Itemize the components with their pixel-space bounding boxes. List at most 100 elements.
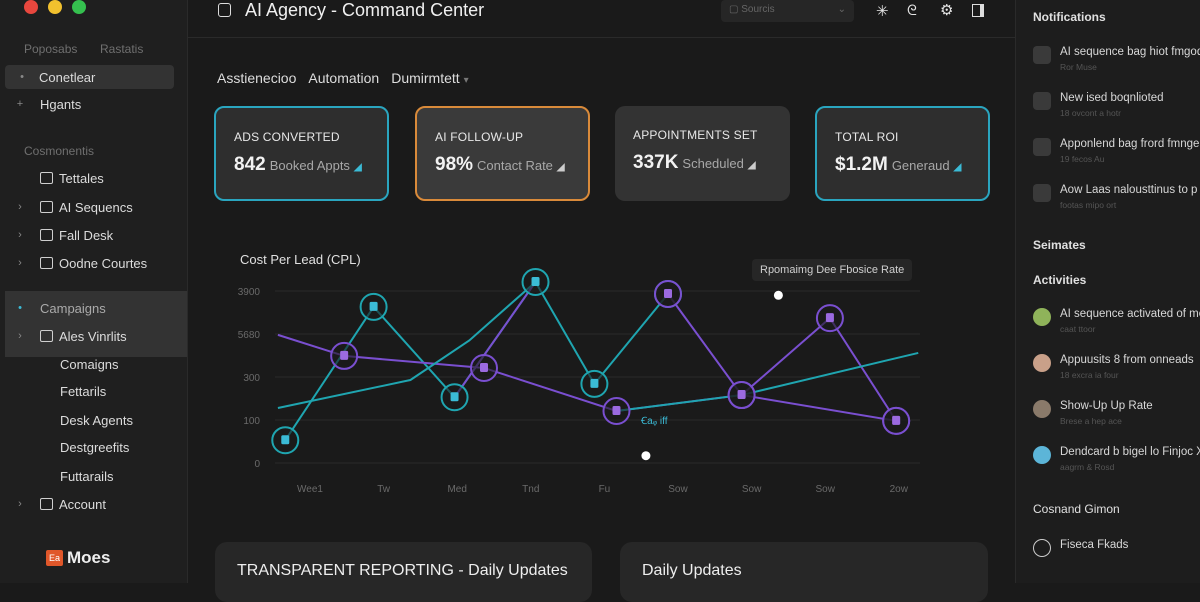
x-tick-label: Tw [377, 484, 391, 495]
cpl-chart: 0 100 300 5680 3900 Wee1 Tw Med Tnd Fu Sow Sow Sow 2o… [238, 267, 920, 495]
activity-text: Dendcard b bigel lo Finjoc X [1060, 446, 1200, 458]
sidebar-item[interactable]: Tettales [0, 166, 188, 190]
notification-item[interactable]: Apponlend bag frord fmnge 19 fecos Au [1033, 136, 1200, 168]
subnav-item[interactable]: Automation [308, 70, 380, 86]
metric-card[interactable]: ADS CONVERTED 842 Booked Appts ◢ [214, 106, 389, 201]
sidebar-item-label: Fettarils [60, 383, 107, 399]
plus-icon: + [16, 98, 24, 110]
sidebar-item-label: Desk Agents [60, 412, 133, 428]
campaigns-group [5, 291, 187, 357]
command-item[interactable]: Fiseca Fkads [1033, 537, 1200, 569]
minimize-window-button[interactable] [48, 0, 62, 14]
notifications-heading: Notifications [1033, 10, 1106, 24]
series-line [277, 281, 537, 409]
search-input[interactable]: ▢ Sourcis ⌄ [721, 0, 854, 22]
x-tick-label: Med [447, 484, 466, 495]
sync-icon[interactable]: ᘓ [907, 2, 917, 18]
notification-item[interactable]: AI sequence bag hiot fmgodd Ror Muse [1033, 44, 1200, 76]
notification-text: Aow Laas nalousttinus to p [1060, 184, 1198, 196]
activity-text: Show-Up Up Rate [1060, 400, 1153, 412]
asterisk-icon[interactable]: ✳ [876, 3, 889, 20]
y-tick-label: 100 [243, 416, 260, 427]
sidebar-item[interactable]: › Oodne Courtes [0, 251, 188, 275]
logo: Ea Moes [46, 548, 110, 568]
notification-item[interactable]: Aow Laas nalousttinus to p footas mipo or… [1033, 182, 1200, 214]
subnav: Asstienecioo Automation Dumirmtett ▾ [217, 70, 469, 86]
sidebar-subitem[interactable]: Fettarils [0, 379, 188, 403]
header: AI Agency - Command Center ▢ Sourcis ⌄ ✳ … [188, 0, 1015, 38]
activity-item[interactable]: Show-Up Up Rate Brese a hep ace [1033, 398, 1200, 430]
avatar [1033, 308, 1051, 326]
sidebar-tab[interactable]: Poposabs [24, 42, 78, 56]
sidebar-item-label: Campaigns [40, 300, 106, 316]
chart-inline-label: Ꞓaᵩ iff [641, 416, 668, 427]
trend-icon: ◢ [353, 162, 362, 173]
sidebar-subitem[interactable]: Comaigns [0, 352, 188, 376]
subnav-item[interactable]: Asstienecioo [217, 70, 297, 86]
sidebar-item-campaigns[interactable]: • Campaigns [0, 296, 188, 320]
data-point-icon [480, 362, 488, 372]
activity-time: aagrm & Rosd [1060, 462, 1115, 472]
trend-icon: ◢ [556, 162, 565, 173]
sidebar-item-account[interactable]: › Account [0, 492, 188, 516]
metric-card[interactable]: TOTAL ROI $1.2M Generaud ◢ [815, 106, 990, 201]
sidebar-item[interactable]: › Ales Vinrlits [0, 324, 188, 348]
avatar [1033, 354, 1051, 372]
sidebar-subitem[interactable]: Destgreefits [0, 435, 188, 459]
notification-text: Apponlend bag frord fmnge [1060, 138, 1200, 150]
card-title: ADS CONVERTED [234, 130, 340, 144]
card-icon [40, 330, 53, 342]
chevron-right-icon: › [18, 498, 22, 510]
reporting-card: TRANSPARENT REPORTING - Daily Updates [215, 542, 592, 602]
data-point-icon [825, 313, 834, 323]
chevron-right-icon: › [18, 257, 22, 269]
chart-annotation: Rpomaimg Dee Fbosice Rate [752, 259, 913, 281]
card-value: 842 Booked Appts ◢ [234, 154, 362, 175]
sidebar-item-label: Tettales [59, 170, 104, 186]
right-panel: Notifications AI sequence bag hiot fmgod… [1015, 0, 1200, 583]
series-line [616, 351, 919, 412]
data-point-icon [450, 392, 459, 402]
sidebar-item-label: AI Sequencs [59, 199, 133, 215]
sidebar-item-label: Account [59, 496, 106, 512]
data-point-icon [531, 276, 540, 286]
chevron-right-icon: › [18, 201, 22, 213]
doc-icon [40, 498, 53, 510]
sidebar-tab[interactable]: Rastatis [100, 42, 144, 56]
data-point-icon [664, 289, 672, 299]
metric-card[interactable]: APPOINTMENTS SET 337K Scheduled ◢ [615, 106, 790, 201]
metric-card[interactable]: AI FOLLOW-UP 98% Contact Rate ◢ [415, 106, 590, 201]
sidebar-item[interactable]: › Fall Desk [0, 223, 188, 247]
sidebar-item[interactable]: › AI Sequencs [0, 195, 188, 219]
maximize-window-button[interactable] [72, 0, 86, 14]
sidebar: Poposabs Rastatis • Conetlear + Hgants Cos… [0, 0, 188, 583]
chevron-down-icon: ⌄ [837, 4, 846, 15]
sidebar-item[interactable]: + Hgants [0, 92, 188, 116]
gear-icon[interactable]: ⚙ [940, 2, 954, 19]
search-icon: ▢ [729, 4, 742, 15]
notification-item[interactable]: New ised boqnlioted 18 ovcont a hotr [1033, 90, 1200, 122]
subnav-dropdown[interactable]: Dumirmtett ▾ [391, 70, 468, 86]
sidebar-item-label: Futtarails [60, 468, 114, 484]
sidebar-item-active[interactable]: • Conetlear [5, 65, 174, 89]
daily-updates-card: Daily Updates [620, 542, 988, 602]
sidebar-item-label: Fall Desk [59, 227, 114, 243]
chart-icon [1033, 184, 1051, 202]
activity-item[interactable]: AI sequence activated of me caat ttoor [1033, 306, 1200, 338]
activity-item[interactable]: Appuusits 8 from onneads 18 excra ia four [1033, 352, 1200, 384]
grid-icon [1033, 92, 1051, 110]
sidebar-subitem[interactable]: Desk Agents [0, 408, 188, 432]
highlight-dot [773, 290, 783, 300]
section-heading: Seimates [1033, 238, 1086, 252]
card-value: 337K Scheduled ◢ [633, 152, 756, 173]
panel-icon[interactable] [972, 4, 984, 17]
search-placeholder: Sourcis [741, 4, 775, 15]
activity-item[interactable]: Dendcard b bigel lo Finjoc X aagrm & Rosd [1033, 444, 1200, 476]
card-title: TOTAL ROI [835, 130, 899, 144]
close-window-button[interactable] [24, 0, 38, 14]
sidebar-subitem[interactable]: Futtarails [0, 464, 188, 488]
section-heading: Cosmonentis [24, 144, 95, 158]
sidebar-item-label: Comaigns [60, 356, 119, 372]
chevron-right-icon: › [18, 229, 22, 241]
data-point-icon [340, 350, 349, 360]
